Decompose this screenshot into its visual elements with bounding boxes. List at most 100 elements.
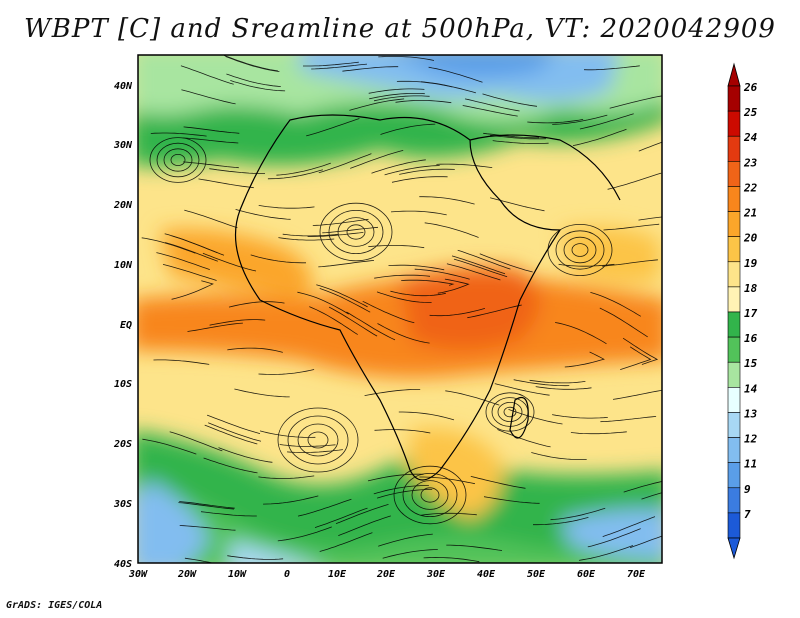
lon-label: 60E bbox=[577, 569, 596, 580]
streamline bbox=[179, 501, 235, 509]
colorbar-swatch bbox=[727, 186, 741, 212]
streamline bbox=[535, 386, 592, 390]
colorbar-swatch bbox=[727, 135, 741, 162]
streamline bbox=[638, 141, 662, 152]
streamline bbox=[316, 284, 368, 308]
streamline bbox=[338, 515, 391, 536]
colorbar-swatch bbox=[727, 85, 741, 112]
streamline bbox=[183, 161, 239, 169]
streamline bbox=[203, 457, 258, 474]
colorbar-label: 25 bbox=[743, 106, 758, 119]
streamline bbox=[180, 65, 234, 85]
streamline bbox=[225, 56, 280, 72]
streamline bbox=[368, 88, 425, 94]
colorbar-label: 7 bbox=[744, 508, 751, 521]
streamline bbox=[429, 308, 486, 317]
streamline bbox=[424, 222, 479, 238]
streamline bbox=[187, 322, 243, 332]
streamline bbox=[555, 322, 607, 345]
lat-label: 40N bbox=[114, 81, 133, 92]
colorbar-label: 18 bbox=[744, 282, 758, 295]
streamline bbox=[578, 545, 634, 561]
colorbar-label: 20 bbox=[743, 232, 758, 245]
streamline bbox=[428, 66, 483, 83]
streamline bbox=[319, 532, 373, 552]
circulation-loop bbox=[307, 431, 329, 449]
streamline bbox=[533, 517, 589, 526]
circulation-loop bbox=[337, 217, 375, 247]
streamline bbox=[184, 557, 215, 563]
streamline bbox=[318, 260, 375, 268]
lat-label: EQ bbox=[120, 320, 132, 331]
streamline bbox=[572, 128, 627, 146]
longitude-labels: 30W 20W 10W 0 10E 20E 30E 40E 50E 60E 70… bbox=[128, 569, 646, 580]
streamline bbox=[629, 535, 662, 549]
streamline bbox=[464, 98, 520, 112]
circulation-loop bbox=[170, 153, 186, 166]
lat-label: 40S bbox=[114, 559, 132, 570]
streamline bbox=[368, 245, 425, 249]
colorbar-top-arrow bbox=[727, 62, 741, 87]
streamline bbox=[467, 304, 522, 319]
streamline bbox=[138, 302, 139, 303]
streamline bbox=[531, 452, 587, 460]
streamline bbox=[206, 414, 261, 434]
colorbar-swatch bbox=[727, 437, 741, 463]
streamline bbox=[258, 205, 315, 209]
colorbar-swatch bbox=[727, 110, 741, 137]
streamline bbox=[414, 268, 470, 280]
streamline bbox=[182, 137, 239, 144]
colorbar-label: 21 bbox=[743, 207, 757, 220]
streamline bbox=[390, 210, 447, 216]
lat-label: 10S bbox=[114, 379, 132, 390]
streamline bbox=[235, 209, 291, 220]
lat-label: 10N bbox=[114, 260, 133, 271]
streamline bbox=[276, 162, 331, 176]
streamline bbox=[446, 544, 503, 551]
streamline bbox=[401, 279, 455, 286]
streamline bbox=[374, 429, 431, 434]
circulation-loop bbox=[420, 487, 440, 503]
streamline bbox=[200, 511, 257, 517]
streamline bbox=[307, 232, 364, 237]
streamline bbox=[550, 507, 606, 521]
streamline bbox=[218, 447, 273, 463]
circulation-loop bbox=[156, 142, 200, 178]
coastlines bbox=[234, 114, 621, 481]
streamline bbox=[479, 253, 533, 273]
colorbar-swatch bbox=[727, 261, 741, 288]
circulation-loop bbox=[497, 401, 523, 422]
streamline bbox=[169, 431, 223, 452]
streamline bbox=[150, 132, 207, 137]
streamline bbox=[558, 263, 615, 267]
colorbar-label: 12 bbox=[744, 433, 758, 446]
streamline bbox=[335, 504, 389, 524]
streamline bbox=[390, 290, 446, 297]
streamline bbox=[607, 172, 662, 190]
streamline bbox=[419, 196, 475, 205]
streamline bbox=[318, 153, 372, 174]
streamline bbox=[259, 430, 316, 438]
streamline bbox=[446, 263, 501, 281]
colorbar-swatch bbox=[727, 387, 741, 413]
streamline bbox=[395, 100, 452, 104]
streamline bbox=[258, 369, 315, 375]
streamline bbox=[609, 95, 662, 109]
streamline bbox=[494, 383, 550, 396]
streamline bbox=[209, 168, 265, 174]
latitude-labels: 40N 30N 20N 10N EQ 10S 20S 30S 40S bbox=[113, 81, 133, 570]
streamline bbox=[497, 429, 551, 448]
streamline bbox=[462, 105, 518, 117]
streamline bbox=[278, 237, 335, 241]
colorbar-label: 26 bbox=[743, 81, 758, 94]
circulation-loop bbox=[163, 148, 193, 172]
streamline bbox=[513, 379, 570, 387]
streamline bbox=[489, 197, 545, 212]
colorbar-label: 19 bbox=[744, 257, 758, 270]
streamline bbox=[346, 311, 396, 341]
streamline bbox=[349, 98, 405, 111]
lon-label: 10W bbox=[228, 569, 247, 580]
streamline bbox=[377, 323, 430, 344]
streamline bbox=[587, 528, 641, 548]
streamline bbox=[482, 93, 538, 107]
